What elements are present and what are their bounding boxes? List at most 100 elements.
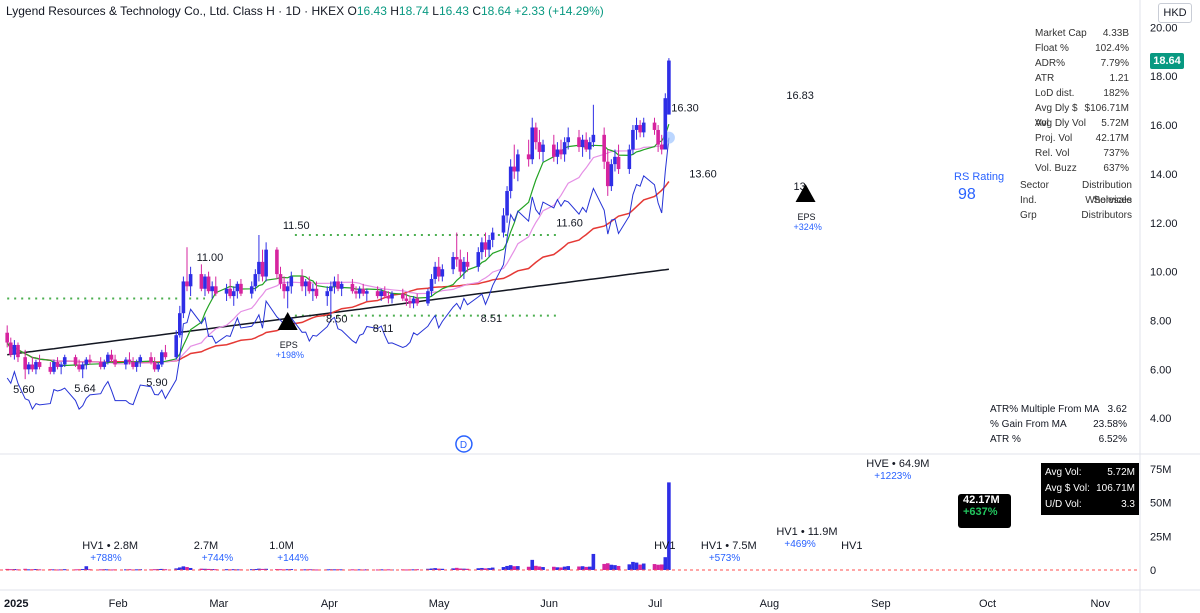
volume-bar: [490, 567, 495, 570]
currency-button[interactable]: HKD: [1158, 3, 1192, 23]
industry-label: Ind. Grp: [1020, 195, 1037, 221]
stat-label: Float %: [1035, 43, 1069, 54]
volume-bar: [213, 569, 218, 571]
volume-bar: [487, 568, 491, 570]
candle-body: [580, 139, 585, 148]
volume-bar: [80, 569, 85, 571]
volume-bar: [454, 567, 459, 570]
stat-label: Vol. Buzz: [1035, 163, 1077, 174]
candle-body: [106, 354, 110, 363]
candle-body: [652, 122, 657, 130]
candle-body: [181, 281, 186, 314]
candle-body: [339, 283, 344, 289]
volume-bar: [411, 569, 416, 571]
candle-body: [490, 232, 495, 240]
volume-bar: [659, 564, 664, 570]
candle-body: [411, 298, 416, 304]
volume-bar: [350, 569, 355, 571]
stat-value: 102.4%: [1095, 43, 1129, 54]
vol-stat-value: 5.72M: [1107, 467, 1135, 478]
stat-label: Proj. Vol: [1035, 133, 1073, 144]
volume-bar: [631, 561, 635, 570]
close-label: C: [472, 4, 481, 18]
candle-body: [253, 274, 258, 287]
projected-volume-tag: 42.17M +637%: [958, 494, 1011, 528]
volume-bar: [88, 569, 92, 571]
volume-bar: [534, 565, 538, 570]
eps-pct-label: +198%: [276, 350, 304, 360]
volume-bar: [249, 569, 254, 571]
volume-bar: [580, 566, 585, 570]
volume-bar: [278, 569, 283, 571]
candle-body: [131, 362, 135, 367]
candle-body: [534, 127, 538, 143]
volume-bar: [34, 569, 38, 571]
symbol-title[interactable]: Lygend Resources & Technology Co., Ltd. …: [6, 4, 345, 18]
x-tick-label: Nov: [1090, 598, 1110, 610]
price-annotation-label: 5.60: [13, 384, 34, 396]
candle-body: [512, 166, 517, 172]
stat-row: LoD dist. 182%: [1035, 86, 1129, 101]
candle-body: [199, 274, 204, 289]
volume-bar: [404, 569, 409, 571]
price-annotation-label: 5.90: [146, 377, 167, 389]
candle-body: [12, 344, 17, 355]
volume-bar: [587, 566, 592, 570]
volume-bar: [325, 569, 330, 571]
stat-row: Float % 102.4%: [1035, 41, 1129, 56]
candle-body: [408, 300, 412, 304]
volume-bar: [433, 568, 437, 570]
volume-bar: [609, 564, 614, 570]
rs-rating-label: RS Rating: [954, 171, 1005, 183]
volume-tick-label: 0: [1150, 565, 1156, 577]
candle-body: [508, 166, 513, 192]
x-tick-label: 2025: [4, 598, 28, 610]
candle-body: [667, 60, 671, 115]
stat-value: 1.21: [1109, 73, 1129, 84]
volume-bar: [415, 569, 419, 571]
volume-annotation-label: HV1: [841, 540, 862, 552]
candle-body: [37, 362, 42, 367]
candle-body: [88, 359, 92, 363]
volume-bar: [84, 566, 89, 570]
candle-body: [613, 156, 617, 165]
candle-body: [48, 366, 53, 372]
candle-body: [235, 283, 240, 292]
rs-rating-value: 98: [958, 186, 976, 203]
x-tick-label: Jun: [540, 598, 558, 610]
low-label: L: [432, 4, 439, 18]
stat-label: Rel. Vol: [1035, 148, 1070, 159]
volume-bar: [458, 568, 463, 570]
volume-bar: [124, 569, 128, 571]
stat-value: 737%: [1103, 148, 1129, 159]
candle-body: [5, 332, 9, 343]
volume-annotation-pct: +1223%: [874, 471, 911, 482]
eps-triangle-marker: [277, 312, 298, 330]
candle-body: [124, 359, 128, 365]
candle-body: [379, 291, 383, 297]
price-annotation-label: 5.64: [74, 383, 95, 395]
volume-bar: [562, 566, 567, 570]
volume-bar: [174, 568, 179, 570]
volume-annotation-label: HV1 • 2.8M: [82, 540, 138, 552]
ma-21-line: [6, 139, 670, 365]
volume-annotation-label: HV1: [654, 540, 675, 552]
volume-bar: [429, 568, 434, 570]
candle-body: [602, 134, 606, 162]
candle-body: [516, 154, 520, 172]
volume-bar: [98, 569, 103, 571]
candle-body: [627, 149, 632, 170]
candle-body: [213, 286, 218, 294]
volume-bar: [602, 563, 606, 570]
volume-bar: [185, 567, 189, 570]
chart-header: Lygend Resources & Technology Co., Ltd. …: [6, 4, 604, 18]
volume-annotation-label: HV1 • 7.5M: [701, 540, 757, 552]
volume-bar: [577, 566, 581, 570]
industry-row: Ind. Grp Wholesale Distributors: [1020, 193, 1132, 221]
candle-body: [440, 269, 445, 277]
candle-body: [587, 142, 592, 150]
stat-value: 5.72M: [1101, 118, 1129, 129]
candle-body: [501, 215, 506, 233]
stat-row: Rel. Vol 737%: [1035, 146, 1129, 161]
